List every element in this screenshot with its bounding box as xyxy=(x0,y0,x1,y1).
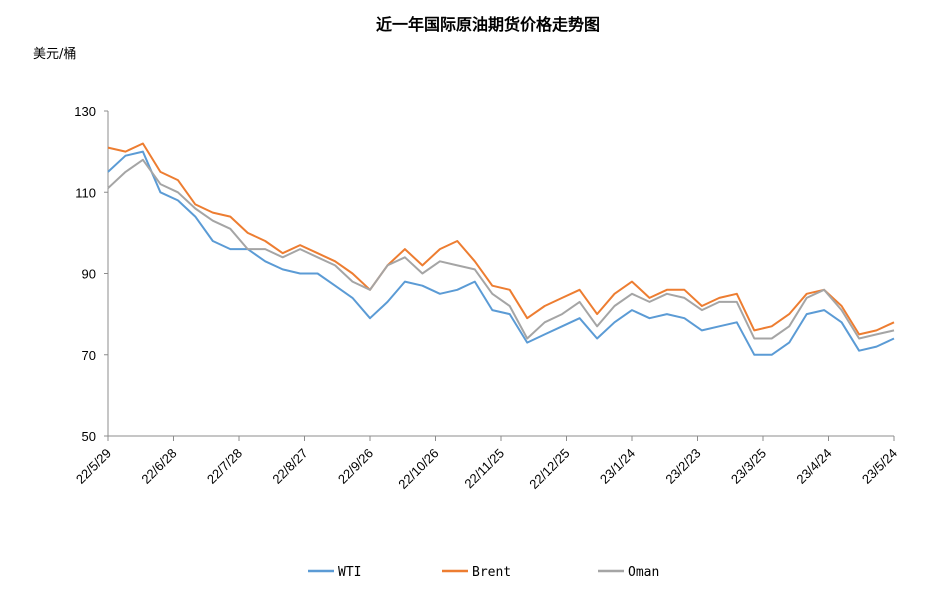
y-tick-label: 110 xyxy=(75,185,96,200)
y-tick-label: 130 xyxy=(74,104,96,119)
x-tick-label: 22/10/26 xyxy=(395,446,441,492)
x-tick-label: 23/3/25 xyxy=(728,446,769,487)
series-lines xyxy=(107,142,895,356)
y-axis-unit-label: 美元/桶 xyxy=(33,47,76,62)
x-tick-label: 23/4/24 xyxy=(793,446,834,487)
y-tick-label: 50 xyxy=(82,429,96,444)
x-tick-label: 23/1/24 xyxy=(597,446,638,487)
axes: 50 70 90 110 130 22/5/29 22/6/28 22/7/28 22/8/27… xyxy=(73,104,900,492)
legend-label-brent: Brent xyxy=(472,565,511,580)
x-tick-label: 22/6/28 xyxy=(138,446,179,487)
x-tick-label: 22/5/29 xyxy=(73,446,114,487)
legend-label-oman: Oman xyxy=(628,565,659,580)
x-tick-label: 22/7/28 xyxy=(204,446,245,487)
y-tick-label: 90 xyxy=(82,267,96,282)
chart-title: 近一年国际原油期货价格走势图 xyxy=(376,15,600,34)
series-line-wti xyxy=(107,150,895,356)
legend: WTI Brent Oman xyxy=(308,565,659,580)
x-tick-label: 22/9/26 xyxy=(335,446,376,487)
legend-label-wti: WTI xyxy=(338,565,361,580)
x-tick-label: 23/2/23 xyxy=(662,446,703,487)
series-line-oman xyxy=(107,158,895,340)
x-tick-label: 22/8/27 xyxy=(269,446,310,487)
x-tick-label: 23/5/24 xyxy=(859,446,900,487)
x-tick-label: 22/11/25 xyxy=(461,446,507,492)
y-tick-label: 70 xyxy=(82,348,96,363)
x-tick-label: 22/12/25 xyxy=(526,446,572,492)
series-line-brent xyxy=(107,142,895,336)
